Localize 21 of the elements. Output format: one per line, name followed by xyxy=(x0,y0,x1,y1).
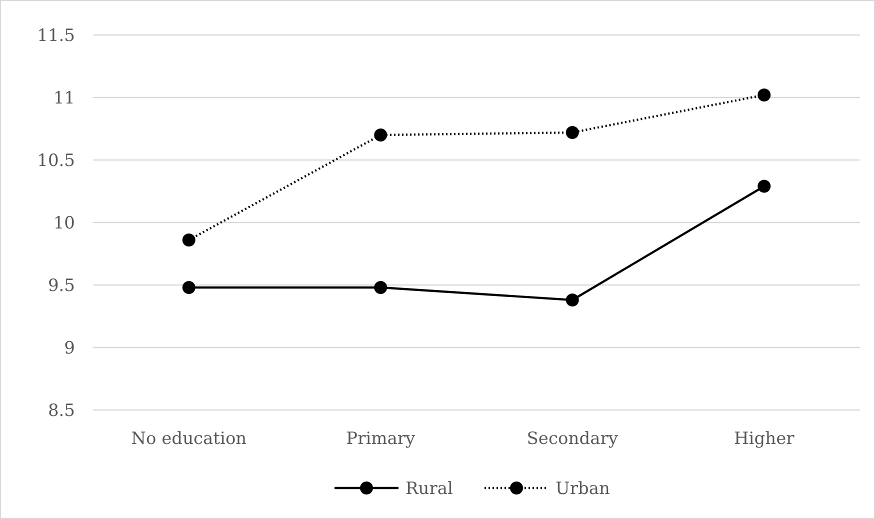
y-tick-label: 9 xyxy=(64,338,75,358)
point xyxy=(566,126,579,139)
point xyxy=(758,180,771,193)
point xyxy=(566,294,579,306)
legend-label: Urban xyxy=(556,478,610,499)
legend-label: Rural xyxy=(406,478,453,499)
y-tick-label: 10.5 xyxy=(37,150,75,171)
x-tick-label: No education xyxy=(131,429,247,449)
y-tick-label: 10 xyxy=(53,213,75,234)
x-tick-label: Primary xyxy=(346,429,416,449)
y-tick-label: 11 xyxy=(53,88,75,108)
y-tick-label: 9.5 xyxy=(48,276,75,296)
point xyxy=(182,281,196,294)
x-tick-label: Secondary xyxy=(526,429,618,449)
point xyxy=(182,234,196,246)
x-tick-label: Higher xyxy=(734,429,796,449)
point xyxy=(374,281,388,294)
point xyxy=(758,88,771,102)
y-tick-label: 8.5 xyxy=(48,400,75,421)
y-tick-label: 11.5 xyxy=(37,26,75,46)
point xyxy=(374,128,388,142)
